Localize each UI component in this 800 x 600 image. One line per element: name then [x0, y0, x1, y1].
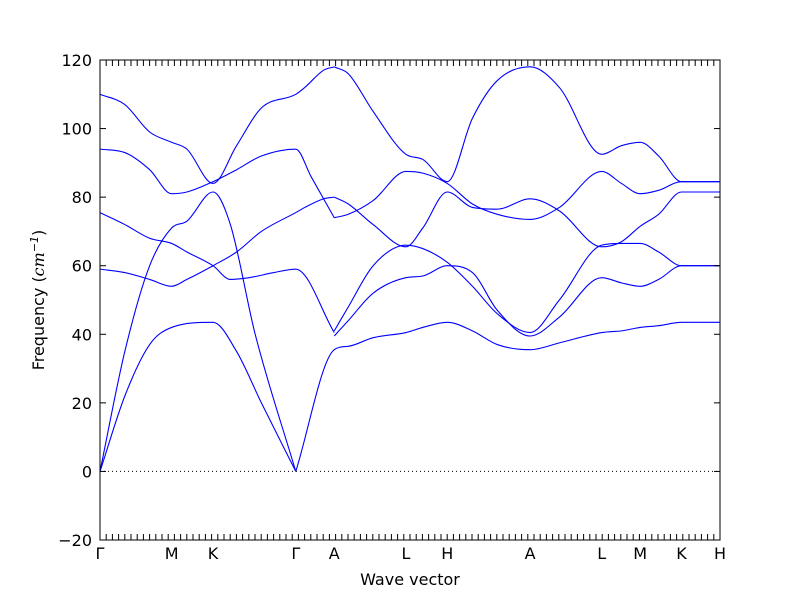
- phonon-band-2: [99, 191, 297, 472]
- high-symmetry-label: M: [165, 544, 179, 563]
- phonon-band-10: [334, 191, 720, 248]
- high-symmetry-label: L: [401, 544, 410, 563]
- plot-frame: [99, 59, 721, 541]
- high-symmetry-label: A: [525, 544, 536, 563]
- phonon-band-4: [99, 212, 335, 333]
- y-tick-label: 0: [82, 462, 92, 481]
- y-axis-label-close: ): [29, 230, 48, 236]
- high-symmetry-label: H: [441, 544, 453, 563]
- y-axis-label-main: Frequency (: [29, 276, 48, 370]
- y-tick-label: −20: [58, 531, 92, 550]
- phonon-band-1: [99, 321, 297, 472]
- high-symmetry-label: M: [633, 544, 647, 563]
- y-axis-label-exponent: −1: [28, 236, 41, 252]
- phonon-band-3: [99, 196, 335, 287]
- phonon-band-8: [333, 265, 721, 337]
- phonon-band-12: [334, 66, 720, 183]
- phonon-band-7: [295, 321, 720, 472]
- y-tick-label: 20: [72, 394, 92, 413]
- y-axis-label-unit: cm: [29, 252, 48, 276]
- high-symmetry-label: K: [208, 544, 219, 563]
- y-axis-label: Frequency (cm−1): [28, 230, 49, 371]
- y-tick-label: 60: [72, 257, 92, 276]
- high-symmetry-label: H: [714, 544, 726, 563]
- high-symmetry-label: Γ: [96, 544, 105, 563]
- y-tick-label: 40: [72, 325, 92, 344]
- y-tick-label: 120: [61, 51, 92, 70]
- high-symmetry-label: K: [676, 544, 687, 563]
- phonon-band-11: [334, 170, 720, 220]
- x-axis-label: Wave vector: [360, 570, 460, 589]
- phonon-band-5: [99, 148, 335, 218]
- high-symmetry-label: A: [329, 544, 340, 563]
- phonon-band-9: [333, 242, 721, 334]
- phonon-band-6: [99, 66, 335, 184]
- y-tick-label: 80: [72, 188, 92, 207]
- y-tick-label: 100: [61, 120, 92, 139]
- high-symmetry-label: Γ: [291, 544, 300, 563]
- high-symmetry-label: L: [597, 544, 606, 563]
